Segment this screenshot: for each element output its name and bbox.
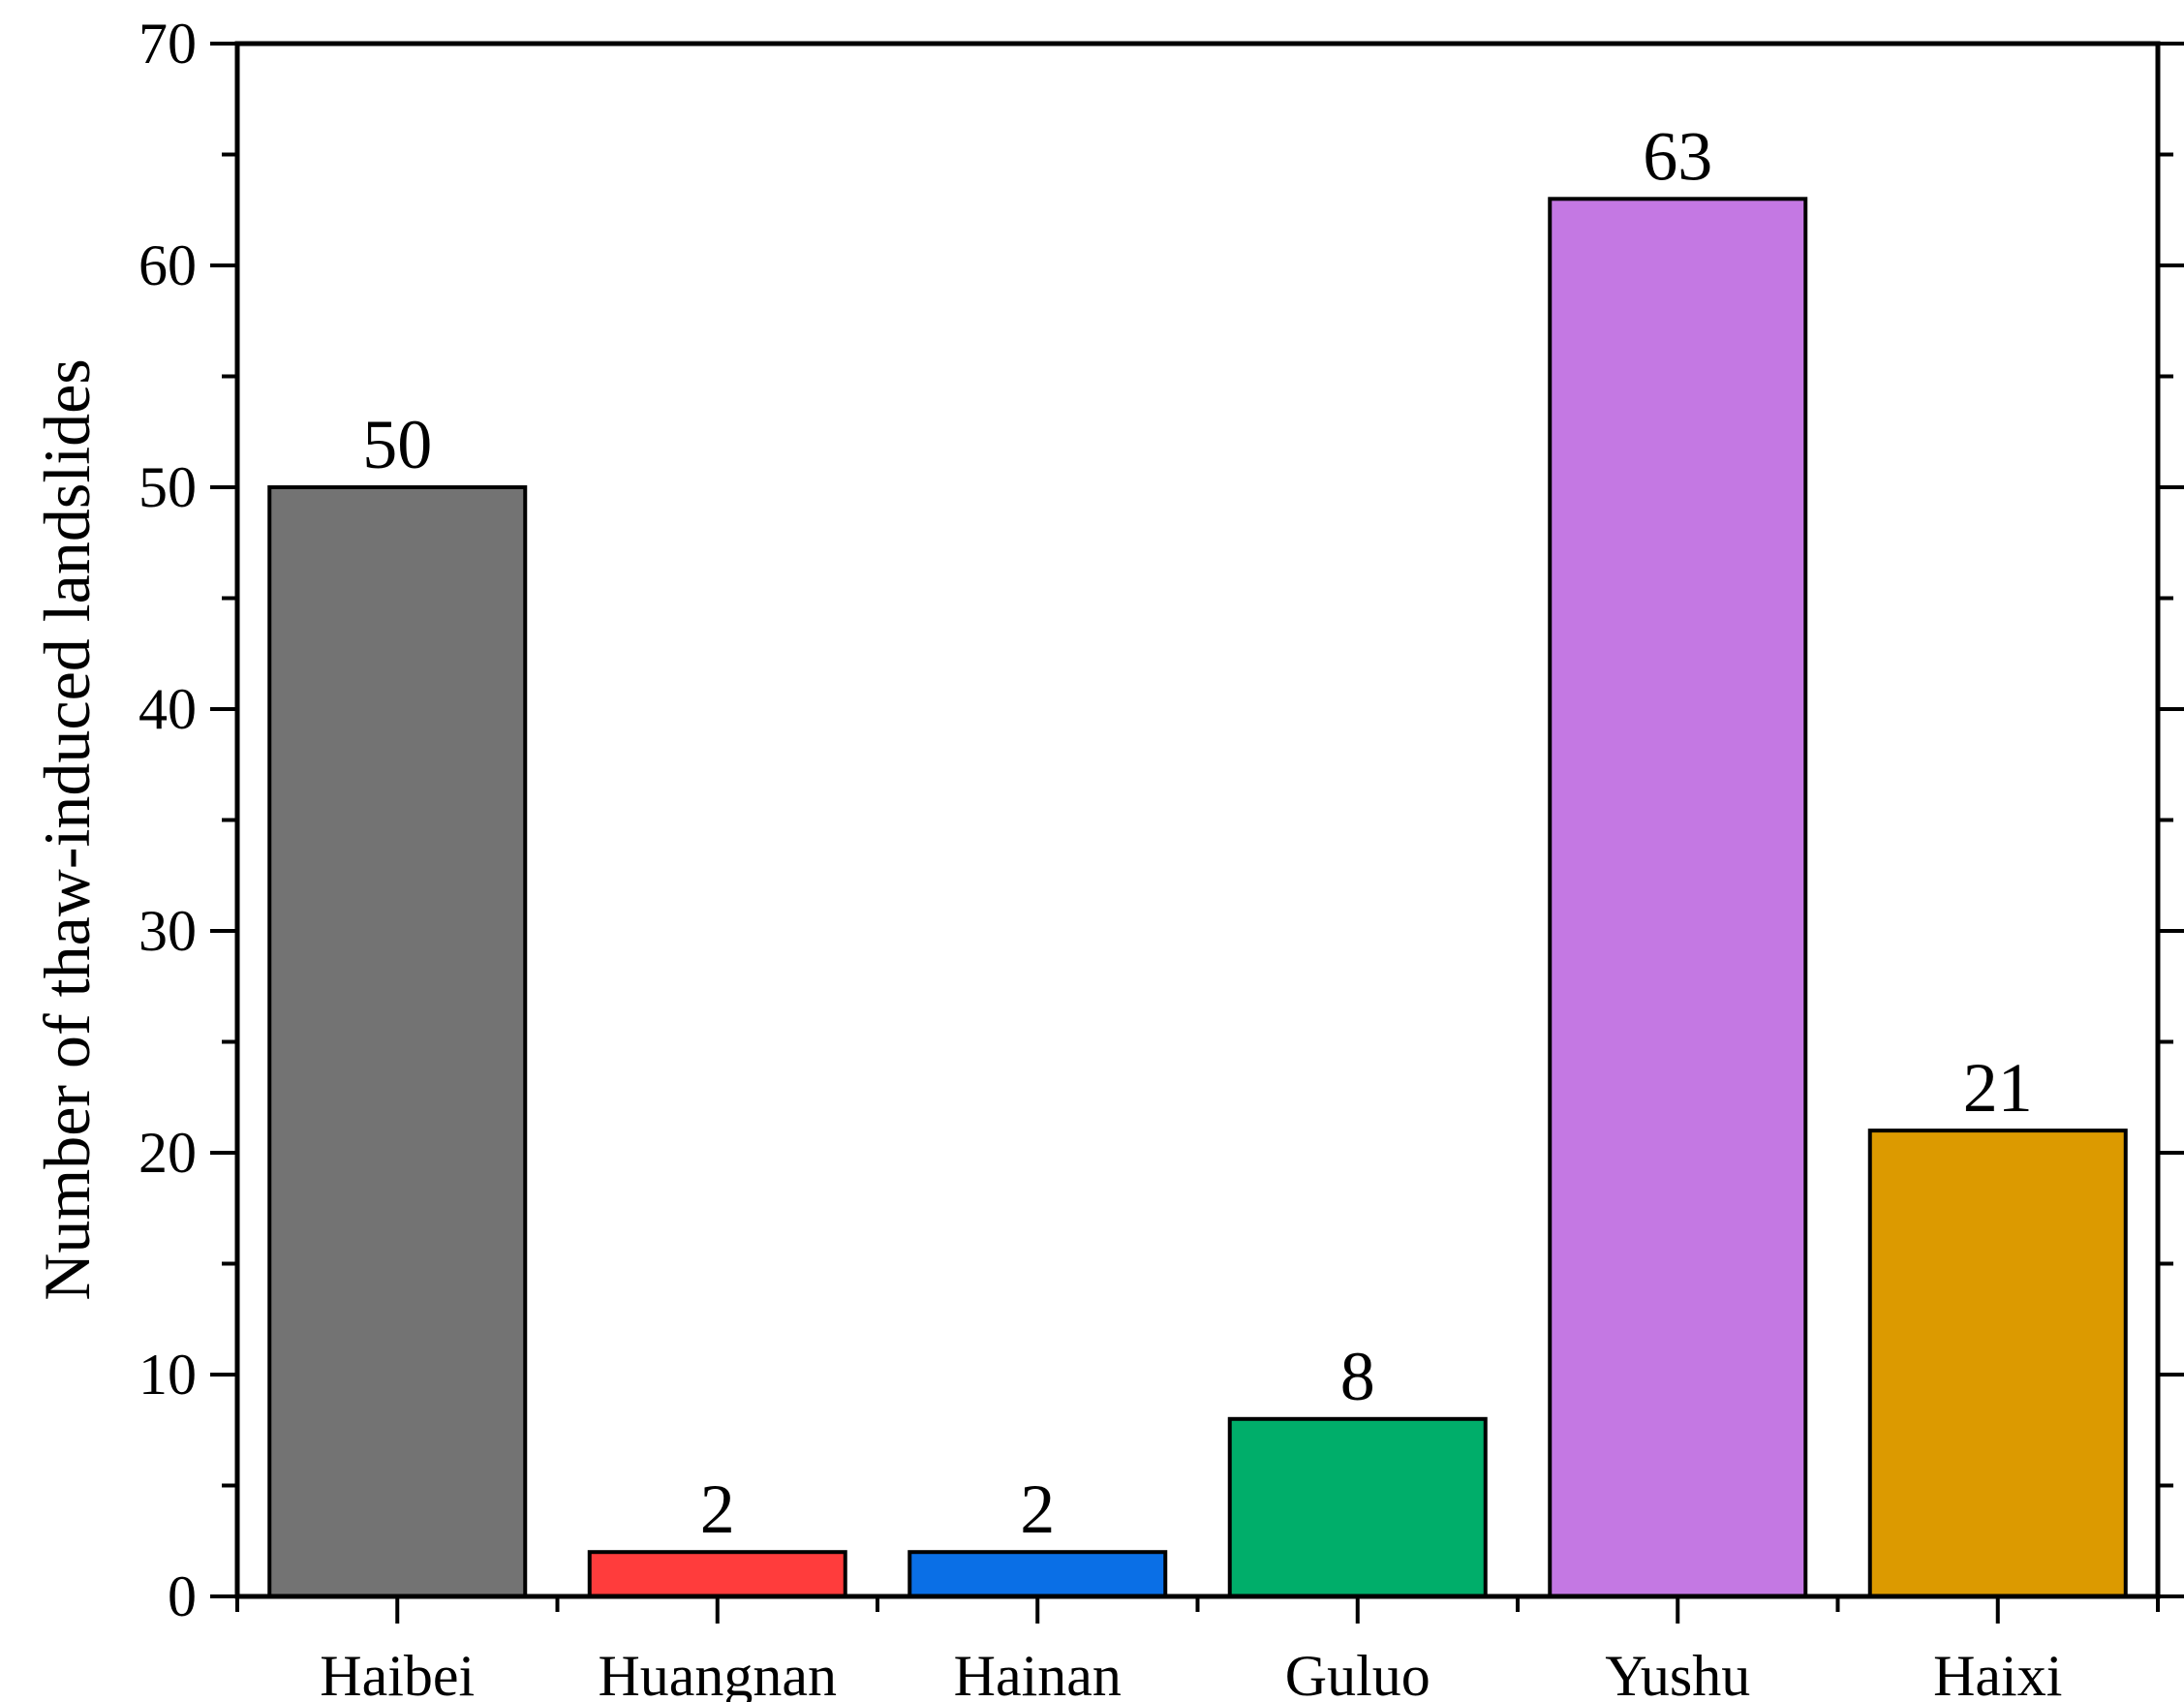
data-label: 21 (1963, 1049, 2033, 1127)
y-tick-label: 20 (138, 1121, 197, 1185)
y-tick-label: 60 (138, 233, 197, 297)
x-tick-label: Haibei (320, 1644, 475, 1702)
data-label: 50 (362, 406, 432, 483)
x-tick-label: Yushu (1605, 1644, 1750, 1702)
bar-hainan (907, 1550, 1168, 1598)
bar-haixi (1867, 1129, 2128, 1598)
data-label: 8 (1340, 1338, 1375, 1415)
y-tick-label: 70 (138, 12, 197, 76)
bar-haibei (267, 485, 528, 1598)
plot-border (234, 41, 2161, 1599)
plot-frame (234, 41, 2161, 1599)
bar-yushu (1548, 197, 1808, 1598)
y-tick-label: 30 (138, 899, 197, 963)
data-label: 63 (1643, 117, 1712, 195)
y-tick-label: 50 (138, 455, 197, 519)
x-tick-label: Hainan (954, 1644, 1122, 1702)
x-tick-label: Huangnan (598, 1644, 837, 1702)
x-axis-ticks: Haibei Huangnan Hainan Guluo Yushu Haixi (235, 1596, 2160, 1702)
bars: 50 2 2 8 63 21 (267, 117, 2128, 1599)
y-axis-title: Number of thaw-induced landslides (30, 358, 104, 1301)
y-tick-label: 10 (138, 1343, 197, 1407)
x-tick-label: Haixi (1933, 1644, 2062, 1702)
y-tick-label: 0 (168, 1564, 197, 1628)
y-tick-label: 40 (138, 677, 197, 741)
data-label: 2 (700, 1470, 735, 1548)
y-axis-ticks: 0 10 20 30 40 50 60 70 (138, 12, 2184, 1628)
x-tick-label: Guluo (1285, 1644, 1430, 1702)
bar-huangnan (587, 1550, 847, 1598)
y-axis-title-group: Number of thaw-induced landslides (30, 358, 104, 1301)
bar-guluo (1227, 1416, 1488, 1599)
data-label: 2 (1020, 1470, 1055, 1548)
